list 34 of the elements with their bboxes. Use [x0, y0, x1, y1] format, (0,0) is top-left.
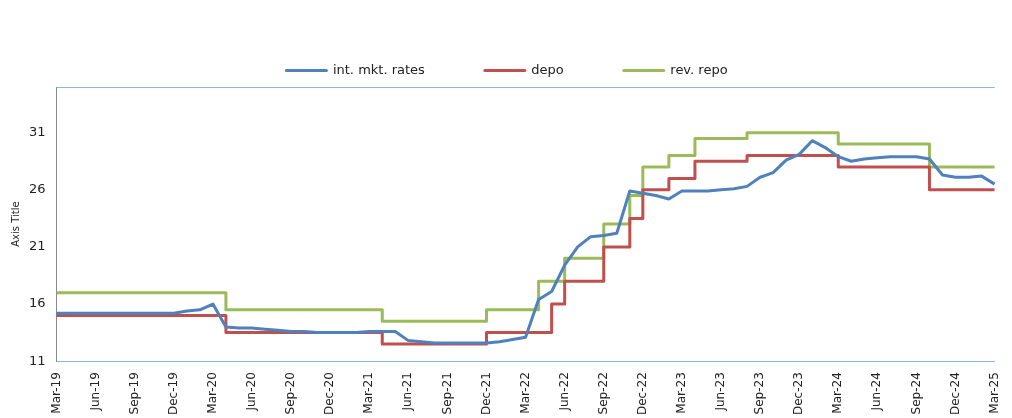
x-tick-label: Mar-22: [517, 372, 532, 414]
legend-label: depo: [531, 61, 564, 77]
x-tick-label: Mar-25: [986, 372, 1001, 414]
x-tick-label: Jun-24: [869, 372, 884, 412]
x-tick-label: Mar-21: [361, 372, 376, 414]
y-tick-label: 16: [29, 295, 46, 311]
x-tick-label: Dec-19: [165, 372, 180, 416]
x-tick-label: Sep-20: [283, 372, 298, 415]
x-tick-label: Jun-23: [713, 372, 728, 412]
x-tick-label: Jun-22: [556, 372, 571, 412]
legend-label: rev. repo: [670, 61, 728, 77]
y-tick-label: 26: [29, 181, 46, 197]
x-tick-label: Jun-21: [400, 372, 415, 412]
x-tick-label: Dec-20: [322, 372, 337, 416]
y-tick-label: 21: [29, 238, 46, 254]
x-tick-label: Mar-19: [48, 372, 63, 414]
x-tick-label: Sep-23: [752, 372, 767, 415]
y-tick-label: 11: [29, 352, 46, 368]
x-tick-label: Sep-24: [908, 372, 923, 415]
x-tick-label: Mar-20: [205, 372, 220, 414]
x-tick-label: Sep-19: [126, 372, 141, 415]
x-tick-label: Dec-21: [478, 372, 493, 416]
y-tick-label: 31: [29, 124, 46, 140]
x-tick-label: Dec-24: [947, 372, 962, 416]
x-tick-label: Sep-22: [595, 372, 610, 415]
x-tick-label: Sep-21: [439, 372, 454, 415]
x-tick-label: Dec-22: [634, 372, 649, 416]
x-tick-label: Dec-23: [791, 372, 806, 416]
legend-label: int. mkt. rates: [332, 61, 426, 77]
x-tick-label: Jun-19: [87, 372, 102, 412]
x-tick-label: Mar-23: [674, 372, 689, 414]
x-tick-label: Jun-20: [244, 372, 259, 412]
x-tick-label: Mar-24: [830, 372, 845, 414]
y-axis-title: Axis Title: [9, 201, 21, 247]
